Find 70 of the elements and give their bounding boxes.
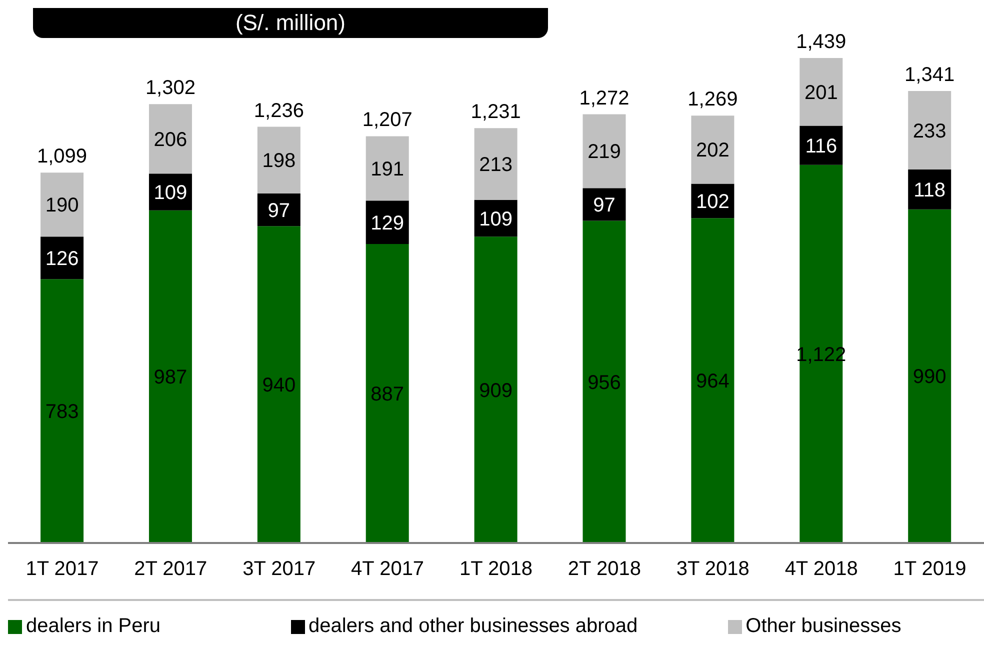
- bar: [40, 172, 84, 237]
- x-tick-label: 3T 2018: [676, 558, 750, 580]
- total-label: 1,269: [688, 88, 738, 111]
- bar: [582, 188, 626, 221]
- data-label: 97: [593, 194, 616, 216]
- bar: [366, 200, 409, 244]
- bar: [800, 58, 843, 126]
- total-label: 1,099: [37, 146, 88, 168]
- data-label: 118: [914, 179, 946, 202]
- bar: [691, 116, 734, 184]
- data-label: 987: [154, 366, 188, 389]
- bar: [474, 128, 518, 200]
- bar: [908, 91, 952, 170]
- bar: [908, 170, 952, 210]
- total-label: 1,236: [254, 100, 304, 122]
- data-label: 129: [370, 212, 404, 234]
- data-label: 964: [696, 370, 730, 393]
- data-label: 783: [45, 401, 79, 424]
- data-label: 219: [588, 141, 621, 164]
- total-label: 1,341: [904, 64, 955, 86]
- bar: [582, 114, 626, 188]
- total-label: 1,231: [470, 101, 521, 124]
- data-label: 97: [268, 200, 290, 222]
- data-label: 956: [588, 372, 621, 394]
- data-label: 116: [805, 135, 838, 158]
- bar: [908, 209, 952, 543]
- data-label: 109: [479, 208, 512, 230]
- total-label: 1,302: [145, 77, 196, 100]
- bar: [582, 220, 626, 543]
- data-label: 990: [912, 366, 946, 388]
- data-label: 887: [370, 384, 404, 406]
- data-label: 126: [45, 248, 79, 270]
- bar: [257, 226, 300, 543]
- x-tick-label: 4T 2018: [784, 558, 858, 580]
- bar: [691, 218, 734, 543]
- data-label: 202: [696, 140, 730, 162]
- data-label: 198: [262, 150, 296, 172]
- data-label: 206: [154, 128, 188, 151]
- total-label: 1,439: [796, 31, 846, 53]
- data-label: 109: [154, 182, 188, 204]
- chart-title: (S/. million): [33, 8, 548, 38]
- x-tick-label: 2T 2018: [568, 558, 641, 580]
- bar: [257, 193, 300, 226]
- bar: [800, 126, 843, 165]
- bar: [257, 126, 300, 194]
- bar: [366, 244, 409, 543]
- bar: [366, 136, 409, 201]
- legend-label: Other businesses: [744, 615, 902, 638]
- data-label: 102: [696, 190, 730, 213]
- x-tick-label: 1T 2017: [26, 558, 99, 580]
- bar: [148, 210, 192, 543]
- x-tick-label: 4T 2017: [351, 558, 424, 580]
- bar: [148, 104, 192, 174]
- x-tick-label: 2T 2017: [134, 558, 208, 580]
- data-label: 190: [45, 194, 79, 217]
- data-label: 233: [912, 120, 946, 142]
- total-label: 1,272: [579, 87, 630, 110]
- total-label: 1,207: [362, 109, 412, 132]
- legend-label: dealers and other businesses abroad: [308, 615, 638, 638]
- data-label: 940: [262, 374, 296, 397]
- data-label: 201: [804, 82, 838, 104]
- data-label: 213: [479, 154, 512, 176]
- data-label: 909: [479, 380, 512, 402]
- bar: [40, 279, 84, 543]
- x-tick-label: 3T 2017: [242, 558, 316, 580]
- data-label: 191: [370, 158, 404, 180]
- x-tick-label: 1T 2019: [893, 558, 966, 580]
- x-tick-label: 1T 2018: [459, 558, 533, 580]
- legend-label: dealers in Peru: [25, 615, 161, 638]
- bar: [474, 236, 518, 543]
